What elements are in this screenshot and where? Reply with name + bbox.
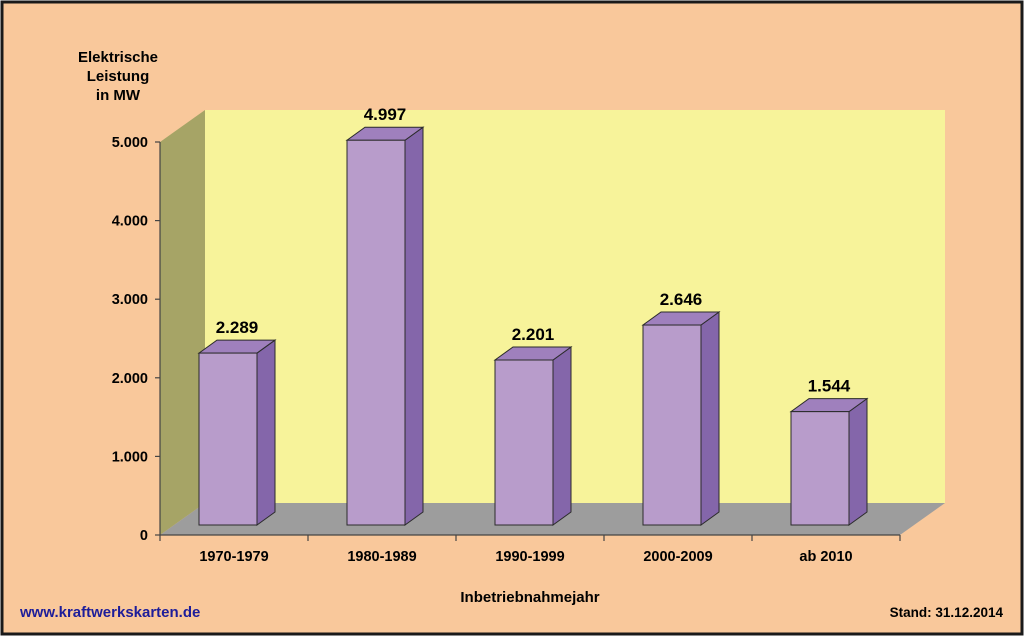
bar-side xyxy=(552,346,572,526)
y-tick-label: 2.000 xyxy=(112,371,148,387)
bar: 2.646 xyxy=(641,290,721,526)
data-label: 2.289 xyxy=(216,318,259,337)
y-tick-label: 5.000 xyxy=(112,135,148,151)
data-label: 2.201 xyxy=(512,325,555,344)
data-label: 2.646 xyxy=(660,290,703,309)
bar-front xyxy=(198,352,258,526)
stand-date: Stand: 31.12.2014 xyxy=(890,605,1004,620)
bar: 2.201 xyxy=(493,325,573,526)
y-axis-label: Elektrische Leistung in MW xyxy=(78,49,158,104)
x-tick-label: 2000-2009 xyxy=(643,549,712,565)
bar-front xyxy=(642,324,702,526)
y-ticks: 0 1.000 2.000 3.000 4.000 5.000 xyxy=(112,135,160,544)
bar-side xyxy=(256,339,276,526)
y-tick-label: 4.000 xyxy=(112,214,148,230)
x-tick-label: ab 2010 xyxy=(799,549,852,565)
data-label: 4.997 xyxy=(364,105,407,124)
x-tick-label: 1980-1989 xyxy=(347,549,416,565)
x-axis-label: Inbetriebnahmejahr xyxy=(460,589,599,606)
bar: 4.997 xyxy=(345,105,425,526)
bar: 2.289 xyxy=(197,318,277,526)
side-wall xyxy=(160,110,205,535)
bar: 1.544 xyxy=(789,377,869,526)
x-tick-label: 1970-1979 xyxy=(199,549,268,565)
x-ticks: 1970-1979 1980-1989 1990-1999 2000-2009 ab 2… xyxy=(159,535,901,565)
bar-front xyxy=(346,139,406,526)
bar-front xyxy=(494,359,554,526)
x-tick-label: 1990-1999 xyxy=(495,549,564,565)
y-tick-label: 1.000 xyxy=(112,449,148,465)
bar-side xyxy=(404,126,424,526)
website-link[interactable]: www.kraftwerkskarten.de xyxy=(19,604,200,621)
bar-front xyxy=(790,411,850,526)
y-tick-label: 3.000 xyxy=(112,292,148,308)
y-tick-label: 0 xyxy=(140,528,148,544)
bar-side xyxy=(700,311,720,526)
bars: 2.289 4.997 2.201 2.646 1.544 xyxy=(197,105,869,526)
data-label: 1.544 xyxy=(808,377,851,396)
bar-side xyxy=(848,397,868,526)
